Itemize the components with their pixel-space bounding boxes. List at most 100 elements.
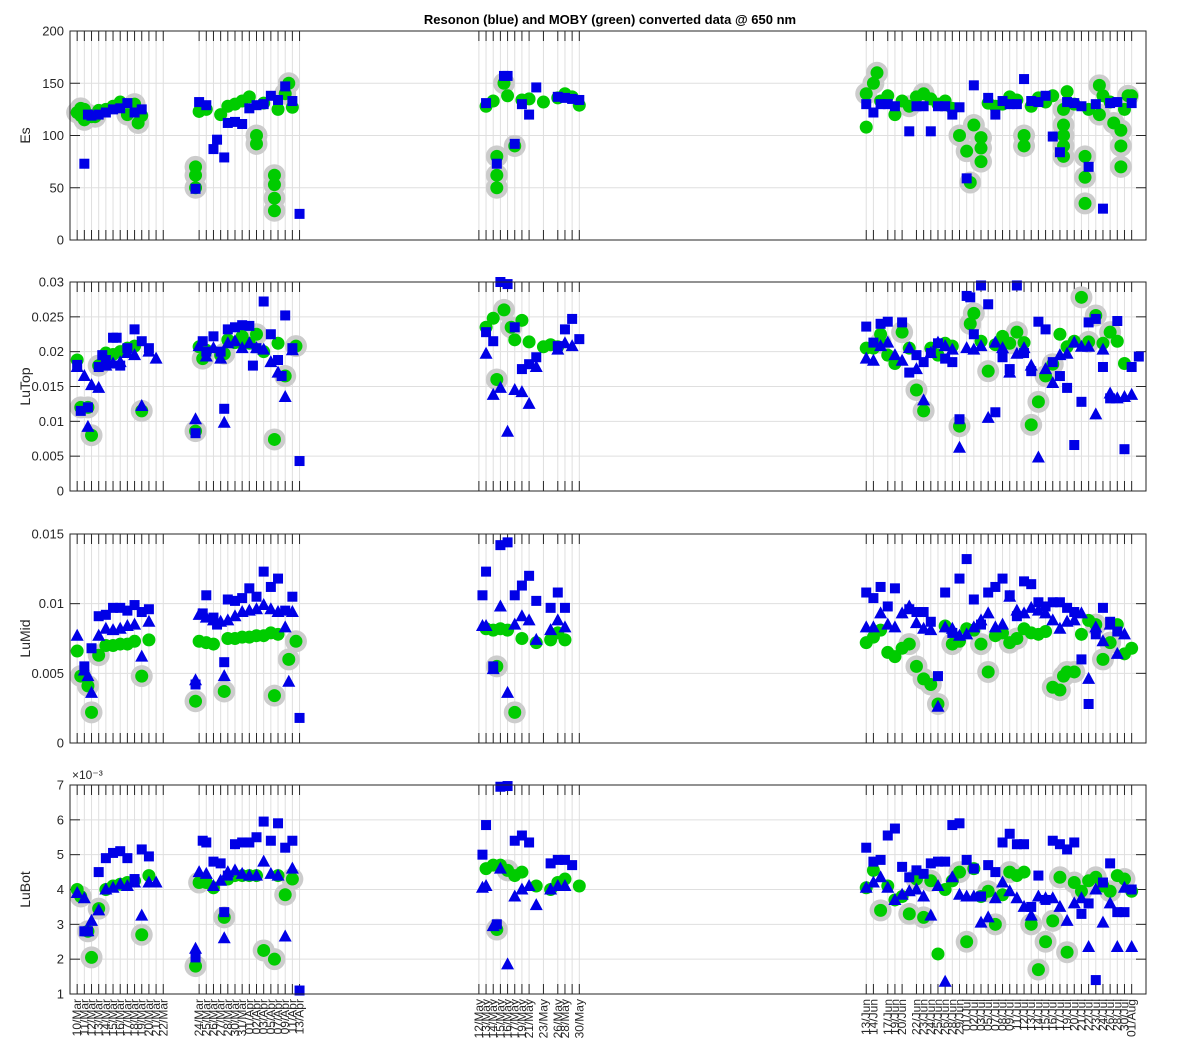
resonon-triangle-point	[486, 387, 500, 400]
resonon-triangle-point	[1096, 915, 1110, 928]
resonon-square-point	[287, 835, 298, 846]
resonon-square-point	[1040, 601, 1051, 612]
moby-point	[1125, 641, 1139, 655]
moby-point	[250, 327, 264, 341]
resonon-square-point	[1076, 101, 1087, 112]
x-tick-label: 16/Mar	[113, 999, 127, 1036]
resonon-square-point	[258, 99, 269, 110]
moby-point	[888, 108, 902, 122]
moby-point	[135, 928, 149, 942]
x-tick-label: 05/Apr	[264, 999, 278, 1034]
x-tick-label: 17/May	[508, 999, 522, 1038]
resonon-square-point	[925, 126, 936, 137]
moby-point	[1039, 625, 1053, 639]
x-tick-label: 21/Mar	[149, 999, 163, 1036]
resonon-square-point	[502, 781, 513, 792]
resonon-triangle-point	[859, 351, 873, 364]
resonon-triangle-point	[493, 380, 507, 393]
resonon-square-point	[940, 101, 951, 112]
x-tick-label: 14/Jun	[866, 999, 880, 1035]
resonon-square-point	[552, 341, 563, 352]
resonon-square-point	[911, 865, 922, 876]
moby-point	[242, 90, 256, 104]
resonon-triangle-point	[522, 396, 536, 409]
resonon-triangle-point	[1031, 450, 1045, 463]
x-tick-label: 26/Jul	[1103, 999, 1117, 1031]
resonon-square-point	[1090, 99, 1101, 110]
resonon-square-point	[997, 352, 1008, 363]
resonon-square-point	[72, 359, 83, 370]
resonon-triangle-point	[981, 410, 995, 423]
resonon-square-point	[82, 402, 93, 413]
x-tick-label: 07/Apr	[271, 999, 285, 1034]
x-tick-label: 28/Jun	[945, 999, 959, 1035]
resonon-square-point	[911, 101, 922, 112]
x-tick-label: 22/Jul	[1082, 999, 1096, 1031]
resonon-square-point	[1026, 579, 1037, 590]
moby-point	[257, 943, 271, 957]
moby-point	[189, 694, 203, 708]
resonon-square-point	[567, 860, 578, 871]
resonon-square-point	[244, 837, 255, 848]
resonon-square-point	[1097, 877, 1108, 888]
resonon-square-point	[100, 853, 111, 864]
resonon-square-point	[481, 566, 492, 577]
resonon-square-point	[287, 96, 298, 107]
resonon-square-point	[954, 818, 965, 829]
moby-point	[1053, 870, 1067, 884]
resonon-square-point	[237, 119, 248, 130]
x-tick-label: 24/Jul	[1096, 999, 1110, 1031]
resonon-square-point	[1097, 361, 1108, 372]
resonon-square-point	[86, 110, 97, 121]
resonon-square-point	[509, 138, 520, 149]
x-tick-label: 01/Apr	[242, 999, 256, 1034]
resonon-triangle-point	[1046, 376, 1060, 389]
resonon-square-point	[136, 104, 147, 115]
resonon-square-point	[1112, 316, 1123, 327]
resonon-square-point	[976, 280, 987, 291]
resonon-square-point	[559, 324, 570, 335]
resonon-square-point	[531, 82, 542, 93]
resonon-triangle-point	[70, 885, 84, 898]
y-axis-label: LuBot	[17, 871, 33, 908]
resonon-square-point	[968, 80, 979, 91]
resonon-square-point	[1054, 371, 1065, 382]
resonon-square-point	[265, 835, 276, 846]
resonon-square-point	[875, 318, 886, 329]
resonon-square-point	[502, 537, 513, 548]
resonon-square-point	[477, 849, 488, 860]
resonon-triangle-point	[529, 898, 543, 911]
y-exponent-label: ×10⁻³	[72, 768, 103, 782]
panels: 050100150200Es00.0050.010.0150.020.0250.…	[17, 24, 1147, 1038]
moby-point	[486, 311, 500, 325]
resonon-square-point	[129, 874, 140, 885]
moby-point	[267, 168, 281, 182]
x-tick-label: 20/Jul	[1067, 999, 1081, 1031]
resonon-square-point	[1069, 98, 1080, 109]
resonon-square-point	[93, 611, 104, 622]
y-axis-label: LuTop	[17, 367, 33, 405]
resonon-square-point	[208, 612, 219, 623]
resonon-triangle-point	[92, 628, 106, 641]
resonon-triangle-point	[278, 929, 292, 942]
resonon-square-point	[889, 583, 900, 594]
moby-point	[85, 705, 99, 719]
moby-point	[1053, 683, 1067, 697]
resonon-square-point	[1026, 96, 1037, 107]
moby-point	[1060, 85, 1074, 99]
resonon-square-point	[968, 594, 979, 605]
resonon-triangle-point	[988, 335, 1002, 348]
resonon-square-point	[1054, 147, 1065, 158]
x-tick-label: 13/Apr	[293, 999, 307, 1034]
resonon-triangle-point	[1039, 362, 1053, 375]
resonon-square-point	[287, 343, 298, 354]
resonon-triangle-point	[189, 941, 203, 954]
resonon-square-point	[222, 870, 233, 881]
axes-frame	[69, 784, 1147, 995]
resonon-triangle-point	[888, 892, 902, 905]
resonon-triangle-point	[508, 617, 522, 630]
y-tick-label: 7	[57, 778, 64, 793]
resonon-square-point	[954, 102, 965, 113]
resonon-triangle-point	[1067, 613, 1081, 626]
moby-point	[931, 947, 945, 961]
